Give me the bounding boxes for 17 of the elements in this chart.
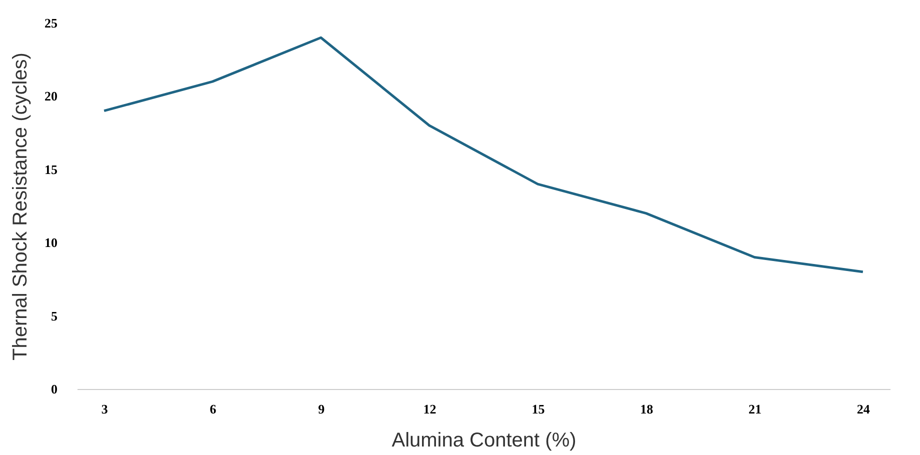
y-tick-label: 0 xyxy=(51,382,58,396)
y-axis-title: Thernal Shock Resistance (cycles) xyxy=(10,52,32,360)
x-tick-label: 3 xyxy=(101,402,108,416)
y-tick-label: 10 xyxy=(44,235,58,250)
x-tick-label: 18 xyxy=(640,402,654,416)
x-tick-label: 9 xyxy=(318,402,326,416)
x-tick-label: 12 xyxy=(423,402,436,416)
x-axis-title: Alumina Content (%) xyxy=(392,430,576,452)
x-tick-label: 21 xyxy=(748,402,762,416)
y-tick-label: 5 xyxy=(51,308,58,324)
y-tick-label: 25 xyxy=(44,16,58,30)
x-tick-label: 24 xyxy=(856,402,870,416)
line-series xyxy=(102,36,864,274)
y-tick-label: 15 xyxy=(44,162,58,177)
y-tick-label: 20 xyxy=(44,88,58,104)
x-tick-label: 15 xyxy=(532,402,546,416)
x-tick-label: 6 xyxy=(210,402,217,416)
